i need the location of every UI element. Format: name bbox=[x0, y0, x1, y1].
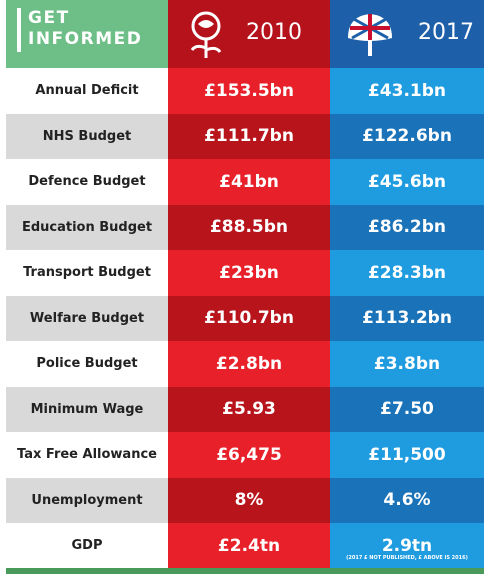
row-label: GDP bbox=[6, 523, 168, 569]
cell-value: £122.6bn bbox=[330, 113, 484, 159]
table-row: Unemployment 8% 4.6% bbox=[6, 477, 484, 523]
row-label: Transport Budget bbox=[6, 250, 168, 296]
year-label: 2010 bbox=[246, 20, 302, 45]
cell-value: £41bn bbox=[168, 159, 330, 205]
row-label: Tax Free Allowance bbox=[6, 432, 168, 478]
cell-value: 2.9tn bbox=[330, 523, 484, 569]
cell-value: £23bn bbox=[168, 250, 330, 296]
conservative-header: 2017 bbox=[330, 0, 484, 68]
title-header: GET INFORMED bbox=[6, 0, 168, 68]
cell-value: £110.7bn bbox=[168, 295, 330, 341]
table-row: Police Budget £2.8bn £3.8bn bbox=[6, 341, 484, 387]
rose-icon bbox=[190, 11, 222, 58]
table-row: Education Budget £88.5bn £86.2bn bbox=[6, 204, 484, 250]
table-row: Defence Budget £41bn £45.6bn bbox=[6, 159, 484, 205]
cell-value: £86.2bn bbox=[330, 204, 484, 250]
row-label: Police Budget bbox=[6, 341, 168, 387]
cell-value: £88.5bn bbox=[168, 204, 330, 250]
title-bar bbox=[17, 8, 21, 52]
row-label: NHS Budget bbox=[6, 113, 168, 159]
table-row: GDP £2.4tn 2.9tn bbox=[6, 523, 484, 569]
table-row: Transport Budget £23bn £28.3bn bbox=[6, 250, 484, 296]
cell-value: £2.4tn bbox=[168, 523, 330, 569]
cell-value: £11,500 bbox=[330, 432, 484, 478]
table-row: Annual Deficit £153.5bn £43.1bn bbox=[6, 68, 484, 114]
title: GET INFORMED bbox=[28, 8, 142, 50]
cell-value: £153.5bn bbox=[168, 68, 330, 114]
row-label: Unemployment bbox=[6, 477, 168, 523]
table-row: Tax Free Allowance £6,475 £11,500 bbox=[6, 432, 484, 478]
bottom-strip bbox=[6, 568, 484, 574]
cell-value: £7.50 bbox=[330, 386, 484, 432]
year-label: 2017 bbox=[418, 20, 474, 45]
cell-value: £43.1bn bbox=[330, 68, 484, 114]
table-row: NHS Budget £111.7bn £122.6bn bbox=[6, 113, 484, 159]
cell-value: £2.8bn bbox=[168, 341, 330, 387]
row-label: Minimum Wage bbox=[6, 386, 168, 432]
cell-value: £111.7bn bbox=[168, 113, 330, 159]
table-row: Welfare Budget £110.7bn £113.2bn bbox=[6, 295, 484, 341]
labour-header: 2010 bbox=[168, 0, 330, 68]
cell-value: 4.6% bbox=[330, 477, 484, 523]
footnote: (2017 £ NOT PUBLISHED, £ ABOVE IS 2016) bbox=[346, 555, 468, 561]
cell-value: £45.6bn bbox=[330, 159, 484, 205]
cell-value: £3.8bn bbox=[330, 341, 484, 387]
row-label: Education Budget bbox=[6, 204, 168, 250]
cell-value: 8% bbox=[168, 477, 330, 523]
cell-value: £113.2bn bbox=[330, 295, 484, 341]
row-label: Annual Deficit bbox=[6, 68, 168, 114]
row-label: Welfare Budget bbox=[6, 295, 168, 341]
title-line: INFORMED bbox=[28, 29, 143, 49]
cell-value: £6,475 bbox=[168, 432, 330, 478]
cell-value: £5.93 bbox=[168, 386, 330, 432]
cell-value: £28.3bn bbox=[330, 250, 484, 296]
row-label: Defence Budget bbox=[6, 159, 168, 205]
tree-icon bbox=[348, 14, 392, 56]
table-row: Minimum Wage £5.93 £7.50 bbox=[6, 386, 484, 432]
title-line: GET bbox=[28, 8, 70, 28]
